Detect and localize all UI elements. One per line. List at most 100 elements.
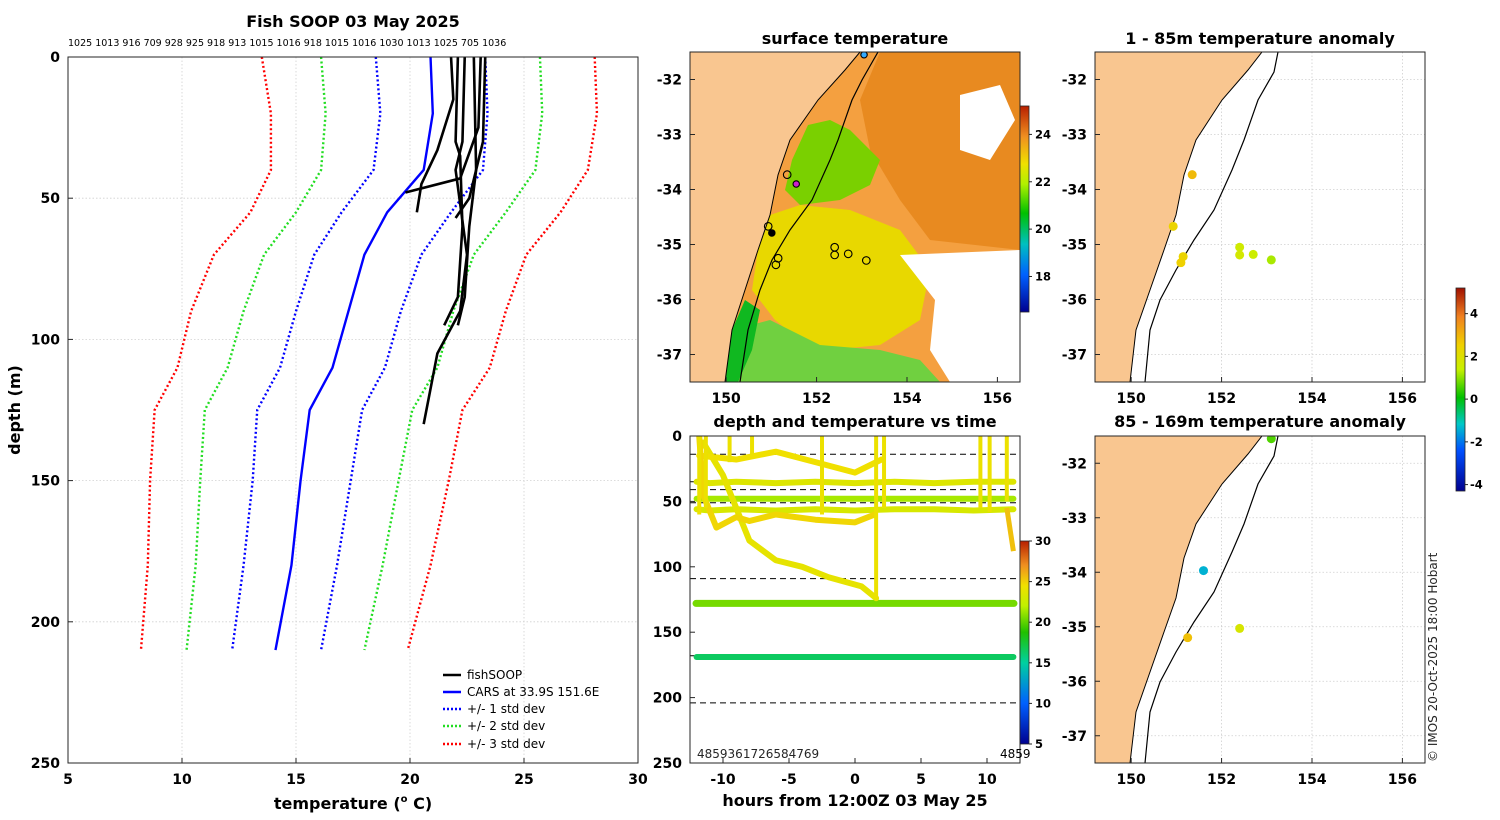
depth-time-ticklabel-y: 150	[653, 625, 682, 641]
sst-station-marker	[860, 52, 868, 59]
anomaly-shallow-ticklabel-y: -34	[1062, 183, 1088, 199]
legend-label-cars: CARS at 33.9S 151.6E	[467, 685, 599, 699]
profile-ylabel: depth (m)	[5, 365, 24, 455]
profile-line-cars-at-33-9s-151-6e	[274, 57, 434, 651]
profile-top-label: 918	[204, 38, 225, 49]
profile-top-label: 1013	[404, 38, 431, 49]
anomaly-deep-ticklabel-y: -33	[1062, 511, 1087, 527]
legend-label-fishsoop: fishSOOP	[467, 668, 522, 682]
sst-station-marker	[771, 260, 781, 270]
anomaly-deep-point	[1235, 623, 1245, 633]
anomaly-deep-land	[1095, 436, 1262, 763]
anomaly-shallow-point	[1187, 170, 1197, 180]
depth-time-dashed-levels	[690, 453, 1020, 704]
legend-label-std2: +/- 2 std dev	[467, 719, 545, 733]
fishsoop-cast-line	[405, 57, 482, 194]
profile-top-label-row: 1025 1013 916 709 928 925 918 913 1015 1…	[68, 38, 506, 49]
sst-colorbar-frame	[1019, 105, 1030, 313]
anomaly-shallow-ticklabel-x: 150	[1117, 391, 1146, 407]
anomaly-colorbar	[1456, 288, 1465, 491]
profile-top-label: 1030	[376, 38, 403, 49]
anomaly-shallow-title: 1 - 85m temperature anomaly	[1125, 29, 1395, 48]
sst-station-marker	[763, 222, 773, 231]
corner-label-2: 3617	[728, 747, 759, 761]
depth-time-xlabel: hours from 12:00Z 03 May 25	[722, 791, 987, 810]
anomaly-shallow-ticklabel-y: -36	[1062, 293, 1087, 309]
sst-station-marker	[830, 250, 840, 260]
sst-colorbar-ticklabel: 20	[1035, 222, 1051, 236]
anomaly-deep-coastline	[1129, 436, 1263, 763]
depth-time-ticklabel-x: 10	[977, 772, 997, 788]
sst-station-marker	[792, 180, 800, 188]
anomaly-shallow-ticks: 150 152 154 156 -32 -33 -34 -35 -36 -37	[1062, 73, 1417, 408]
sst-colorbar	[1020, 106, 1029, 312]
legend-label-std3: +/- 3 std dev	[467, 737, 545, 751]
profile-ticklabel-y: 0	[50, 50, 60, 66]
profile-top-label: 925	[183, 38, 204, 49]
anomaly-deep-ticks: 150 152 154 156 -32 -33 -34 -35 -36 -37	[1062, 456, 1417, 788]
sst-ticklabel-x: 156	[983, 391, 1012, 407]
profile-ticklabel-y: 100	[31, 332, 60, 348]
profile-top-label: 705	[458, 38, 479, 49]
anomaly-shallow-point	[1235, 242, 1245, 252]
depth-time-ticklabel-x: -5	[781, 772, 797, 788]
anomaly-shallow-ticklabel-y: -32	[1062, 73, 1087, 89]
sst-station-marker	[843, 249, 853, 259]
anomaly-deep-point	[1198, 566, 1208, 576]
profile-title: Fish SOOP 03 May 2025	[246, 12, 460, 31]
depth-time-colorbar	[1020, 541, 1029, 744]
profile-ticklabel-x: 30	[628, 772, 648, 788]
anomaly-shallow-land	[1095, 52, 1262, 382]
anomaly-shallow-map	[1095, 52, 1279, 382]
profile-axes-box	[67, 56, 639, 764]
depth-time-colorbar-frame	[1019, 540, 1030, 745]
depth-time-ticklabel-x: -10	[710, 772, 736, 788]
depth-time-title: depth and temperature vs time	[713, 412, 996, 431]
depth-time-track	[700, 439, 880, 602]
sst-station-marker	[768, 229, 776, 237]
fishsoop-cast-line	[454, 57, 487, 219]
profile-top-label: 1016	[274, 38, 301, 49]
profile-ticks: 5 10 15 20 25 30 0 50 100 150 200 250	[31, 50, 648, 788]
sst-colorbar-ticklabel: 24	[1035, 127, 1051, 141]
sst-ticklabel-x: 150	[712, 391, 741, 407]
profile-xlabel: temperature (o C)	[274, 794, 432, 813]
anomaly-shallow-ticklabel-x: 156	[1388, 391, 1417, 407]
fishsoop-cast-line	[415, 57, 455, 213]
depth-time-ticklabel-y: 250	[653, 756, 682, 772]
sst-cloud-gap	[900, 250, 1020, 382]
anomaly-colorbar-ticklabel: -4	[1470, 478, 1483, 492]
depth-time-right-label: 4859	[1000, 747, 1031, 761]
profile-ticklabel-x: 20	[400, 772, 420, 788]
sst-land	[690, 52, 860, 382]
sst-title: surface temperature	[762, 29, 949, 48]
depth-time-colorbar-ticklabel: 15	[1035, 656, 1051, 670]
fishsoop-cast-line	[443, 57, 464, 326]
profile-ticklabel-x: 15	[286, 772, 305, 788]
corner-label-1: 4859	[697, 747, 728, 761]
profile-top-label: 1036	[479, 38, 506, 49]
sst-ticklabel-y: -36	[657, 293, 682, 309]
anomaly-shallow-ticklabel-y: -33	[1062, 128, 1087, 144]
sst-colorbar-ticklabel: 18	[1035, 269, 1051, 283]
anomaly-shallow-coastline	[1129, 52, 1263, 382]
anomaly-shallow-panel: 1 - 85m temperature anomaly 150 152 154 156…	[1062, 29, 1426, 408]
anomaly-deep-ticklabel-y: -37	[1062, 729, 1087, 745]
profile-ticklabel-y: 200	[31, 615, 60, 631]
anomaly-shallow-ticklabel-x: 152	[1207, 391, 1236, 407]
anomaly-shallow-ticklabel-y: -37	[1062, 348, 1087, 364]
profile-ticklabel-x: 5	[63, 772, 73, 788]
anomaly-deep-grid	[1095, 436, 1425, 763]
anomaly-colorbar-ticks: -4 -2 0 2 4	[1465, 307, 1483, 492]
profile-top-label: 916	[119, 38, 140, 49]
sst-stations	[763, 52, 871, 270]
anomaly-deep-title: 85 - 169m temperature anomaly	[1114, 412, 1406, 431]
depth-time-ticklabel-y: 0	[672, 429, 682, 445]
depth-time-track	[693, 478, 1017, 487]
depth-time-track	[693, 506, 1017, 514]
depth-time-tracks	[692, 436, 1018, 661]
anomaly-deep-shelf	[1144, 436, 1279, 763]
corner-label-3: 2658	[758, 747, 789, 761]
anomaly-deep-point	[1183, 633, 1193, 643]
anomaly-deep-ticklabel-x: 150	[1117, 772, 1146, 788]
